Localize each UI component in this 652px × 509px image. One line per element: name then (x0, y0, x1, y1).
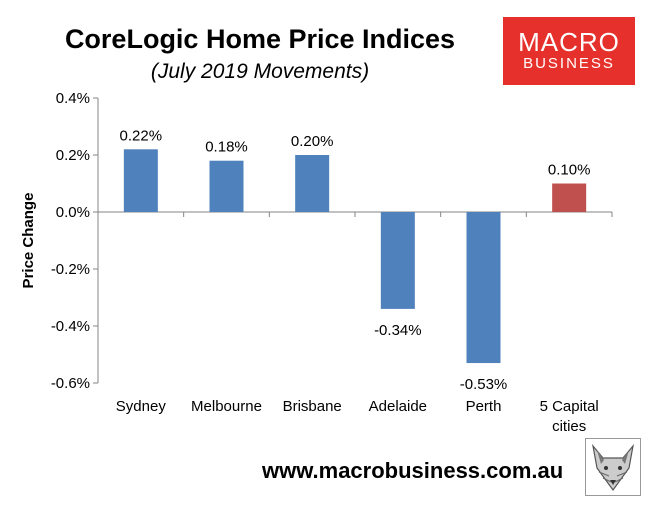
y-tick-label: 0.0% (56, 204, 90, 221)
logo-bottom-text: BUSINESS (523, 55, 615, 72)
macro-business-logo: MACRO BUSINESS (503, 17, 635, 85)
y-tick-label: -0.4% (51, 318, 90, 335)
x-tick-label: Sydney (116, 398, 167, 415)
bar (295, 155, 330, 212)
y-tick-label: 0.4% (56, 90, 90, 107)
bar (123, 149, 158, 212)
bar (552, 183, 587, 212)
chart-subtitle: (July 2019 Movements) (150, 60, 370, 83)
y-tick-label: -0.6% (51, 375, 90, 392)
data-label: -0.53% (460, 376, 508, 393)
bar (466, 212, 501, 364)
chart-title: CoreLogic Home Price Indices (64, 24, 456, 54)
x-tick-label: 5 Capital (540, 398, 599, 415)
x-tick-label: Adelaide (369, 398, 427, 415)
bar (209, 160, 244, 212)
x-tick-label: Perth (466, 398, 502, 415)
y-tick-label: 0.2% (56, 147, 90, 164)
data-label: 0.18% (205, 139, 248, 156)
fox-logo-icon (585, 438, 641, 496)
logo-top-text: MACRO (518, 27, 620, 57)
data-label: 0.10% (548, 162, 591, 179)
y-tick-label: -0.2% (51, 261, 90, 278)
x-tick-label: Melbourne (191, 398, 262, 415)
data-label: 0.22% (120, 127, 163, 144)
x-tick-label: Brisbane (283, 398, 342, 415)
data-label: 0.20% (291, 133, 334, 150)
footer-url: www.macrobusiness.com.au (262, 458, 564, 483)
x-tick-label: cities (552, 418, 586, 435)
bar (380, 212, 415, 309)
y-axis-label: Price Change (20, 193, 37, 289)
data-label: -0.34% (374, 322, 422, 339)
